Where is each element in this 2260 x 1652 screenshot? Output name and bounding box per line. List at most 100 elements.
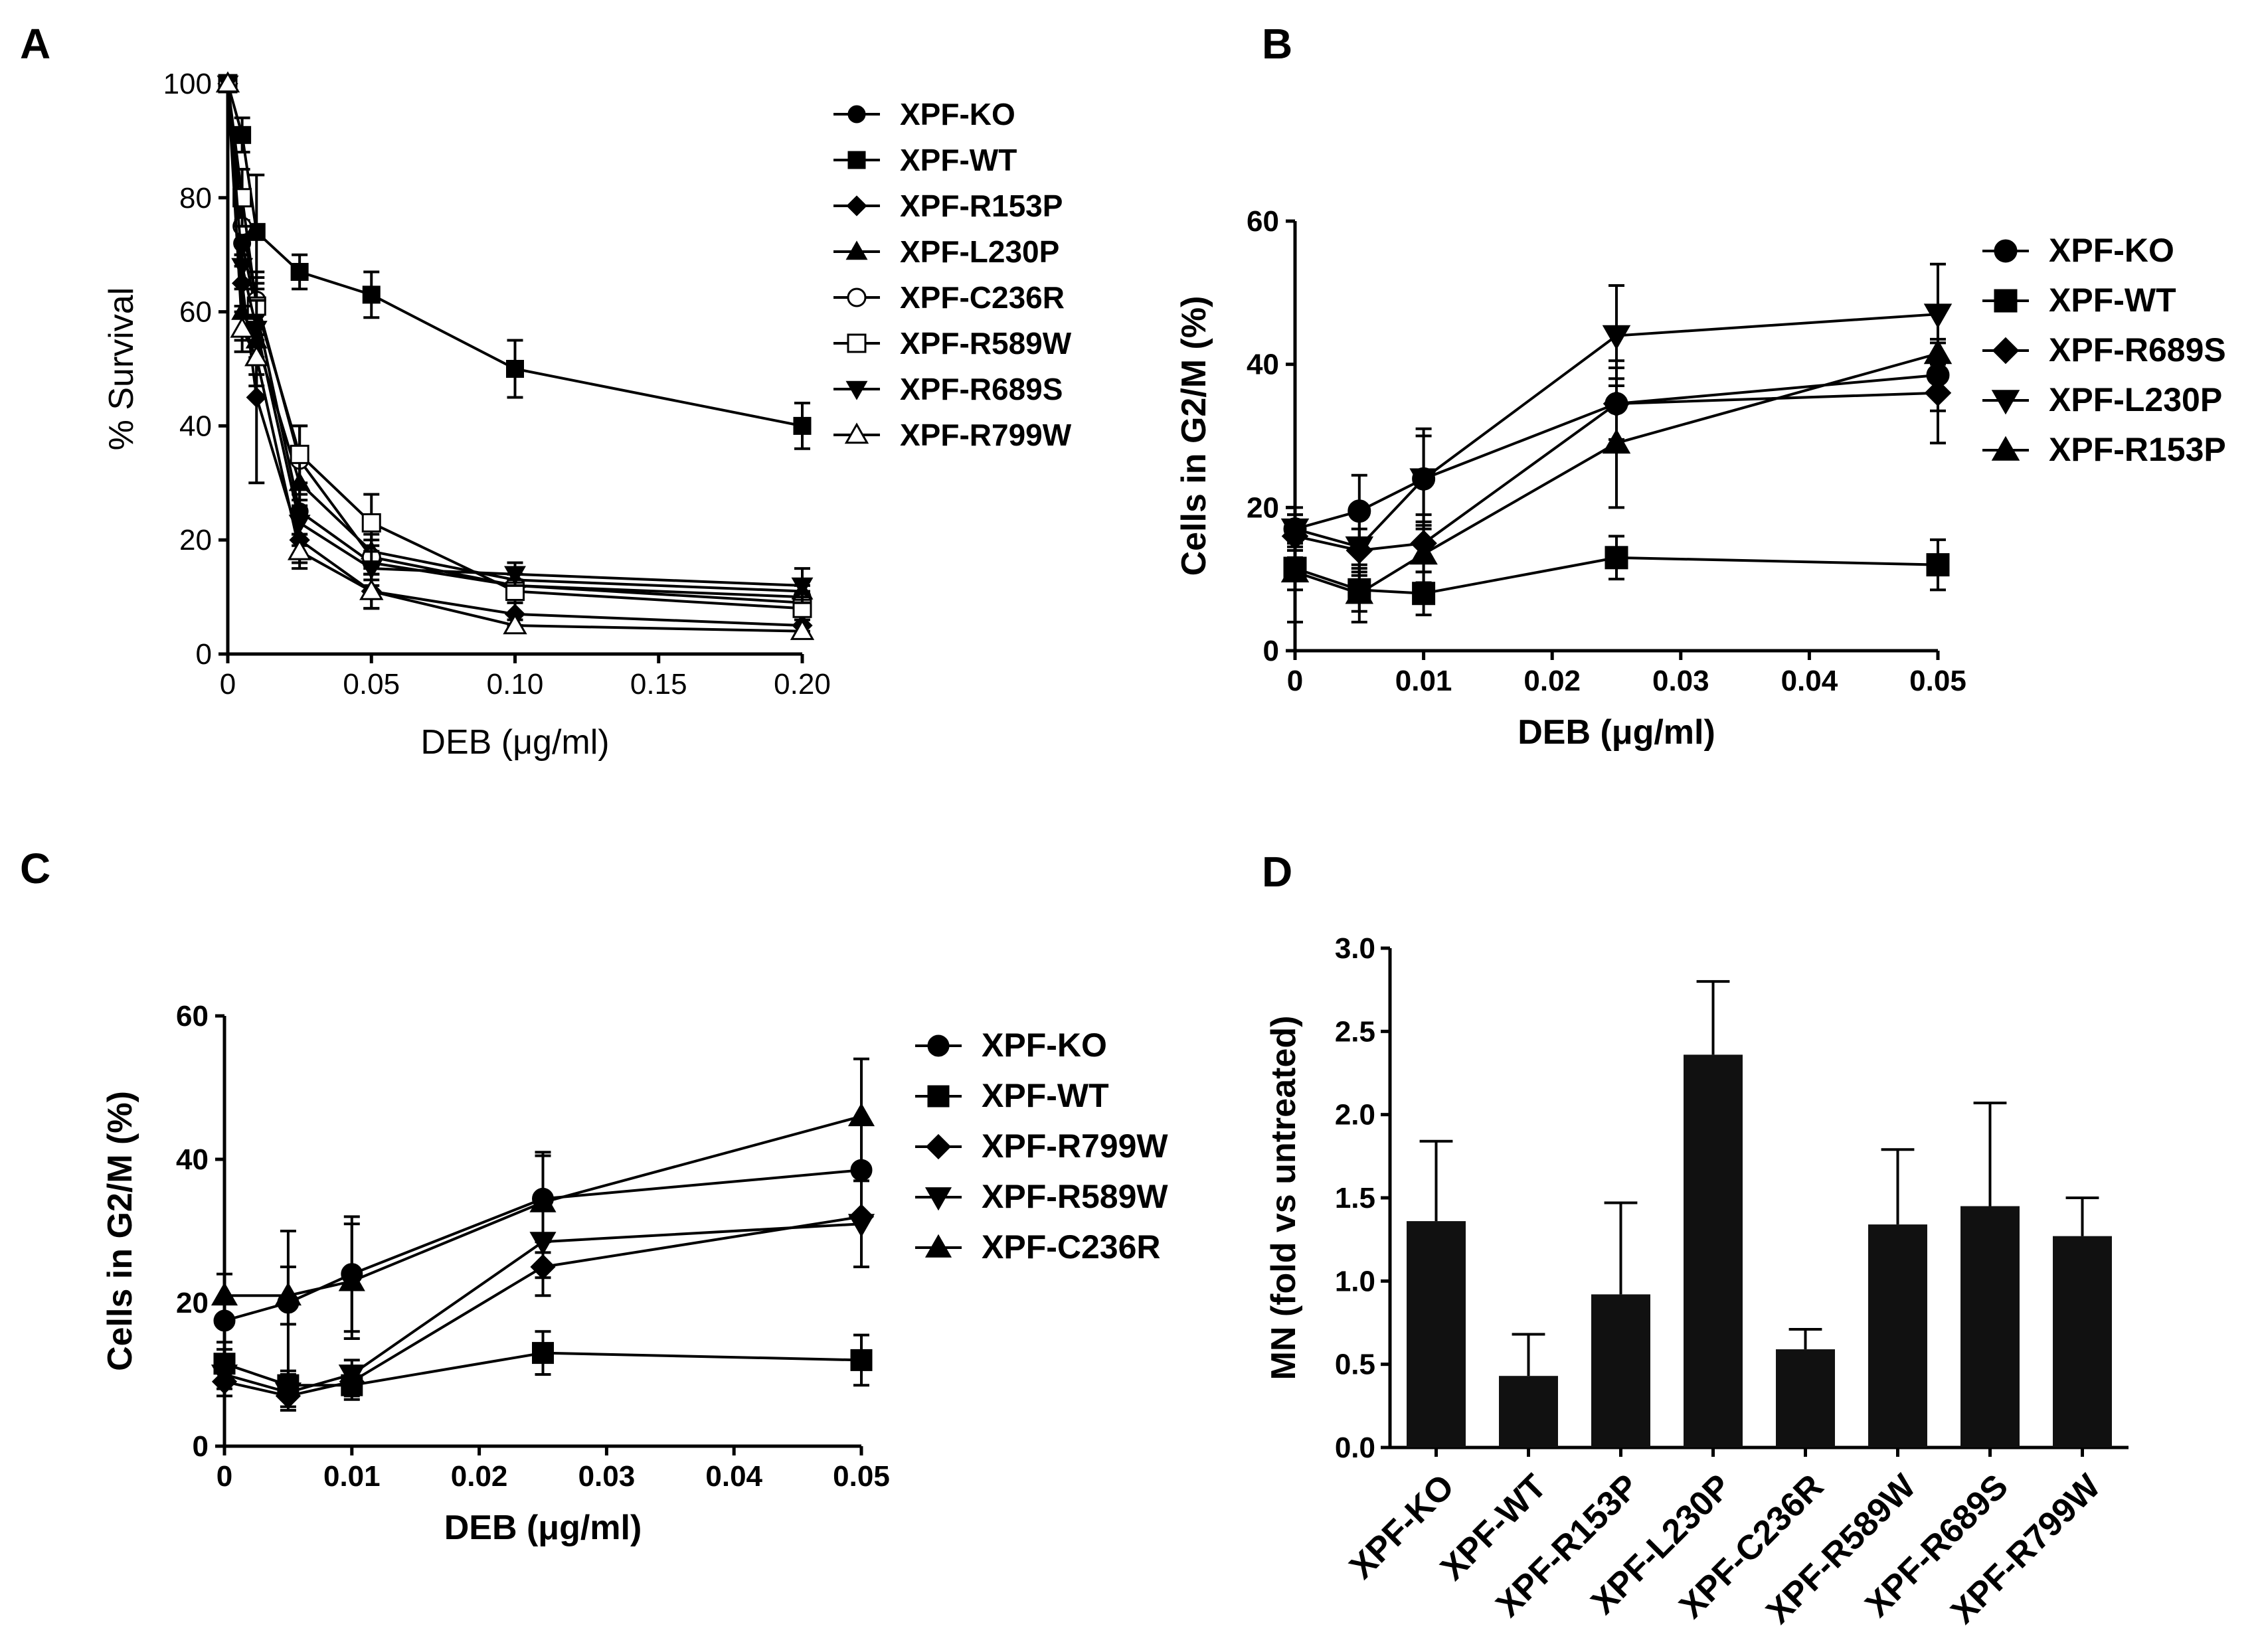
legend-marker-xpf-r799w — [925, 1133, 952, 1160]
panel-label-c: C — [20, 845, 50, 892]
legend-marker-xpf-c236r — [924, 1234, 952, 1258]
data-point-xpf-r799w — [287, 538, 312, 560]
y-tick-label-a: 100 — [163, 68, 212, 100]
y-tick-label-a: 20 — [179, 524, 212, 556]
panel-label-d: D — [1262, 848, 1292, 896]
y-tick-label-c: 40 — [176, 1143, 209, 1176]
legend-marker-xpf-ko — [927, 1034, 950, 1057]
y-tick-label-b: 40 — [1247, 349, 1279, 381]
legend-marker-xpf-l230p — [845, 240, 868, 260]
chart-b-g2m: 0 0.01 0.02 0.03 0.04 0.05 0 20 40 60 DEB (μg/ml) C… — [1175, 205, 2226, 752]
legend-marker-xpf-wt — [847, 151, 866, 169]
data-point-xpf-l230p — [1602, 325, 1631, 350]
legend-label-xpf-r589w: XPF-R589W — [982, 1178, 1168, 1215]
legend-marker-xpf-c236r — [847, 288, 867, 307]
data-point-xpf-c236r — [529, 1189, 557, 1212]
panel-label-a: A — [20, 20, 50, 68]
data-point-xpf-r153p — [1409, 540, 1438, 565]
data-point-xpf-r589w — [361, 513, 381, 533]
data-point-xpf-wt — [793, 416, 812, 435]
x-tick-label-b: 0.03 — [1652, 665, 1709, 697]
legend-label-xpf-r153p: XPF-R153P — [900, 189, 1063, 223]
bar-xpf-ko — [1407, 1221, 1466, 1447]
data-point-xpf-wt — [233, 125, 252, 144]
bar-xpf-r689s — [1960, 1206, 2020, 1447]
legend-label-xpf-r689s: XPF-R689S — [2049, 331, 2226, 369]
data-point-xpf-wt — [532, 1342, 554, 1364]
data-point-xpf-r689s — [504, 566, 526, 586]
panel-label-b: B — [1262, 20, 1292, 68]
y-tick-label-c: 60 — [176, 1000, 209, 1032]
legend-label-xpf-wt: XPF-WT — [982, 1077, 1109, 1114]
x-tick-label-c: 0.02 — [451, 1460, 508, 1493]
y-tick-label-d: 0.0 — [1335, 1432, 1375, 1464]
x-tick-label-c: 0.01 — [323, 1460, 381, 1493]
y-tick-label-d: 1.5 — [1335, 1182, 1375, 1214]
y-axis-title-d: MN (fold vs untreated) — [1264, 1016, 1303, 1380]
data-point-xpf-c236r — [338, 1268, 365, 1291]
data-point-xpf-c236r — [847, 1102, 875, 1127]
legend-label-xpf-l230p: XPF-L230P — [900, 234, 1059, 269]
data-point-xpf-wt — [1412, 582, 1436, 606]
data-point-xpf-wt — [506, 360, 524, 378]
legend-label-xpf-c236r: XPF-C236R — [982, 1228, 1161, 1266]
data-point-xpf-r689s — [360, 560, 383, 580]
legend-label-xpf-wt: XPF-WT — [2049, 282, 2176, 319]
y-axis-title-c: Cells in G2/M (%) — [101, 1091, 139, 1371]
data-point-xpf-wt — [1926, 553, 1950, 577]
x-tick-label-b: 0.04 — [1781, 665, 1838, 697]
x-axis-title-c: DEB (μg/ml) — [444, 1509, 642, 1547]
legend-label-xpf-r799w: XPF-R799W — [900, 418, 1072, 452]
data-point-xpf-l230p — [1345, 536, 1374, 562]
y-tick-label-b: 60 — [1247, 205, 1279, 238]
y-tick-label-a: 60 — [179, 296, 212, 329]
y-tick-label-d: 2.0 — [1335, 1099, 1375, 1131]
chart-d-micronuclei: 0.0 0.5 1.0 1.5 2.0 2.5 3.0 MN (fold vs untreat… — [1264, 932, 2129, 1631]
legend-marker-xpf-r799w — [844, 422, 869, 444]
data-point-xpf-r589w — [290, 444, 309, 464]
x-axis-title-b: DEB (μg/ml) — [1518, 713, 1715, 752]
data-point-xpf-r589w — [274, 1382, 302, 1406]
x-tick-label-a: 0 — [220, 668, 236, 701]
x-axis-title-a: DEB (μg/ml) — [420, 723, 609, 762]
legend-marker-xpf-r589w — [924, 1187, 952, 1211]
legend-marker-xpf-r689s — [845, 380, 868, 400]
legend-label-xpf-ko: XPF-KO — [2049, 232, 2174, 269]
legend-label-xpf-c236r: XPF-C236R — [900, 280, 1065, 315]
data-point-xpf-r799w — [215, 71, 240, 93]
data-point-xpf-r589w — [338, 1364, 365, 1388]
data-point-xpf-r799w — [230, 316, 254, 338]
y-tick-label-d: 3.0 — [1335, 932, 1375, 965]
legend-marker-xpf-r589w — [847, 333, 867, 353]
y-tick-label-d: 0.5 — [1335, 1349, 1375, 1381]
legend-marker-xpf-r689s — [1992, 337, 2020, 365]
legend-label-xpf-r799w: XPF-R799W — [982, 1127, 1168, 1165]
legend-label-xpf-l230p: XPF-L230P — [2049, 381, 2222, 418]
legend-marker-xpf-r153p — [846, 195, 867, 216]
x-tick-label-b: 0.02 — [1523, 665, 1581, 697]
y-axis-title-a: % Survival — [102, 288, 141, 451]
series-line-xpf-l230p — [226, 83, 803, 593]
legend-label-xpf-r589w: XPF-R589W — [900, 326, 1072, 361]
data-point-xpf-r153p — [1923, 339, 1953, 365]
data-point-xpf-wt — [1605, 546, 1628, 570]
legend-marker-xpf-ko — [847, 105, 866, 124]
data-point-xpf-l230p — [1409, 468, 1438, 493]
bar-xpf-r153p — [1591, 1294, 1650, 1447]
chart-c-g2m: 0 0.01 0.02 0.03 0.04 0.05 0 20 40 60 DEB (μg/ml) C… — [101, 1000, 1168, 1547]
data-point-xpf-r153p — [1280, 557, 1310, 583]
legend-label-xpf-wt: XPF-WT — [900, 143, 1017, 177]
data-point-xpf-r689s — [791, 577, 814, 597]
data-point-xpf-r799w — [359, 578, 384, 600]
bar-xpf-r589w — [1868, 1224, 1927, 1447]
bar-xpf-l230p — [1684, 1054, 1743, 1447]
x-tick-label-a: 0.05 — [343, 668, 400, 701]
x-tick-label-b: 0.05 — [1909, 665, 1966, 697]
x-tick-label-c: 0.05 — [833, 1460, 890, 1493]
legend-marker-xpf-l230p — [1991, 390, 2020, 415]
y-tick-label-a: 40 — [179, 410, 212, 442]
chart-a-survival: 0 0.05 0.10 0.15 0.20 0 20 40 60 80 100 DEB (μg/ml)… — [102, 68, 1072, 762]
x-tick-label-a: 0.15 — [630, 668, 687, 701]
data-point-xpf-r153p — [246, 386, 267, 408]
data-point-xpf-r589w — [847, 1214, 875, 1238]
